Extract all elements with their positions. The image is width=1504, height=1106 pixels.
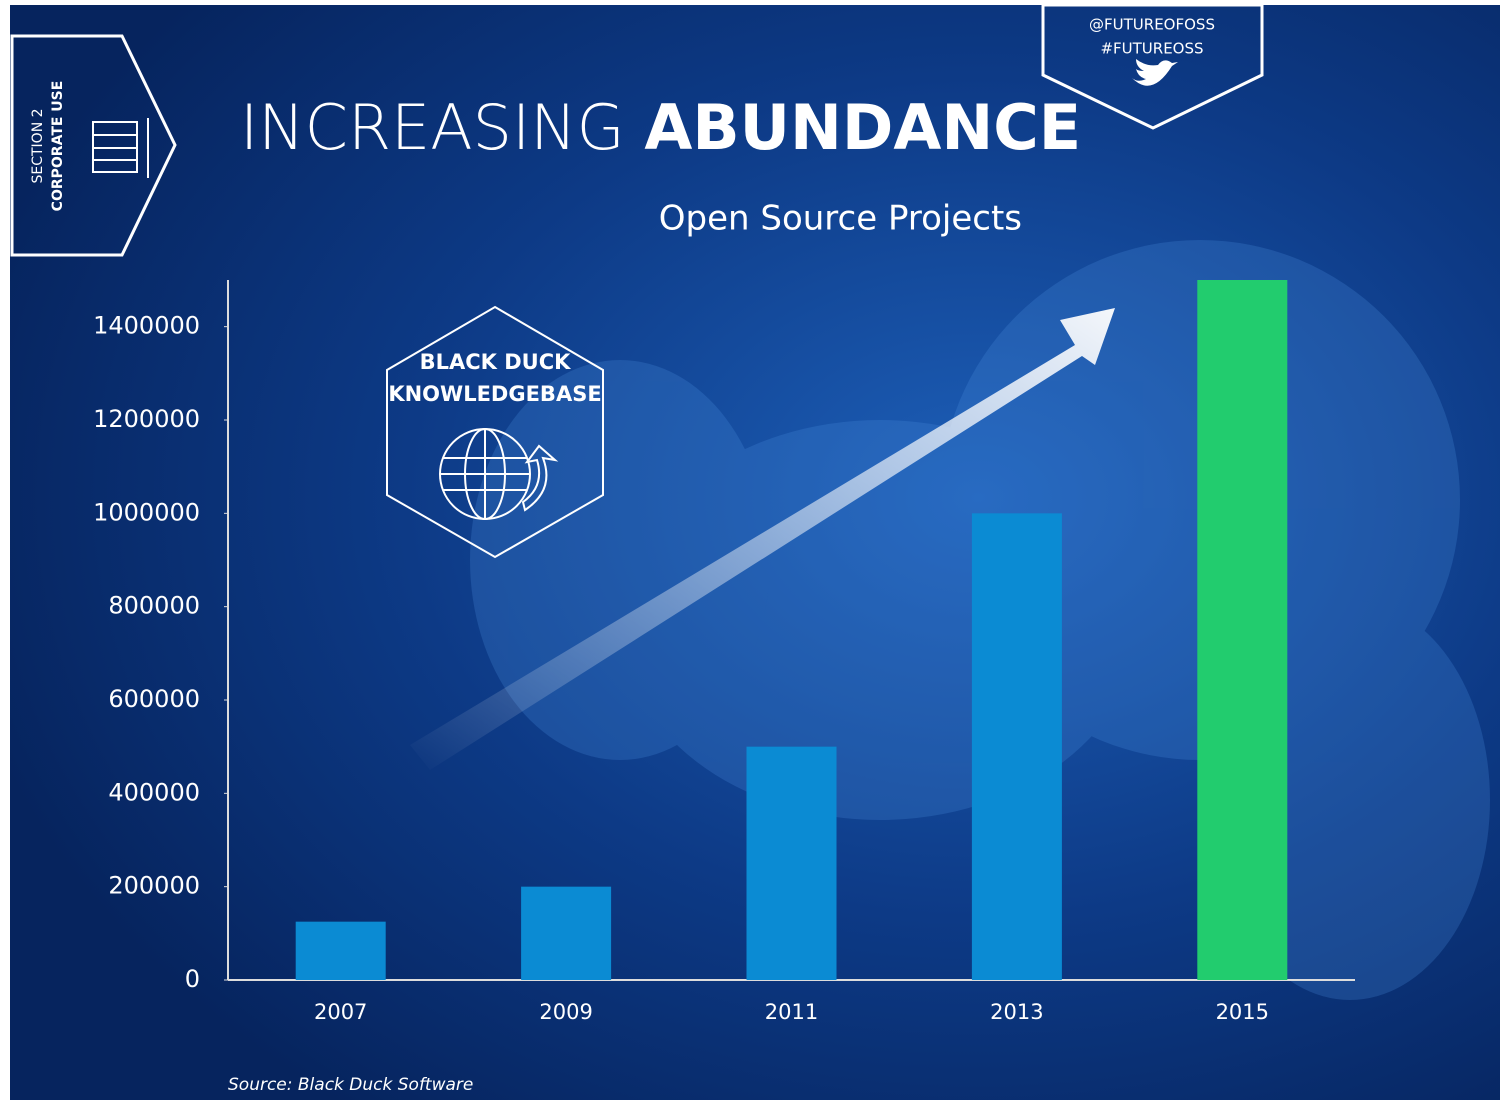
y-tick-label: 600000 [108,685,200,713]
building-icon [92,118,149,178]
x-tick-label: 2011 [765,1000,818,1024]
title-light: INCREASING [240,91,625,164]
chart-title: INCREASING ABUNDANCE [240,91,1081,164]
hashtag: #FUTUREOSS [1100,40,1203,58]
y-tick-label: 800000 [108,592,200,620]
badge [386,305,604,559]
bar [746,746,837,980]
handle: @FUTUREOFOSS [1089,16,1215,34]
bar [1197,280,1288,980]
badge-line: KNOWLEDGEBASE [388,382,601,406]
section-tab [10,34,177,257]
x-tick-label: 2013 [990,1000,1043,1024]
y-tick-label: 1000000 [93,498,200,526]
section-number: SECTION 2 [30,108,46,183]
title-bold: ABUNDANCE [644,91,1081,164]
social-tab [1041,3,1264,130]
trend-arrow [410,308,1115,770]
chart-subtitle: Open Source Projects [659,199,1022,239]
x-tick-label: 2007 [314,1000,367,1024]
x-tick-label: 2015 [1216,1000,1269,1024]
y-tick-label: 400000 [108,778,200,806]
bar [295,921,386,980]
badge-line: BLACK DUCK [420,350,572,374]
bar [971,513,1062,980]
y-tick-label: 1200000 [93,405,200,433]
y-tick-label: 1400000 [93,312,200,340]
source: Source: Black Duck Software [228,1075,473,1095]
twitter-icon [1132,59,1178,86]
y-tick-label: 200000 [108,872,200,900]
section-name: CORPORATE USE [50,81,66,212]
bar [521,886,612,980]
y-tick-label: 0 [185,965,200,993]
globe-icon [439,428,559,520]
x-tick-label: 2009 [539,1000,592,1024]
